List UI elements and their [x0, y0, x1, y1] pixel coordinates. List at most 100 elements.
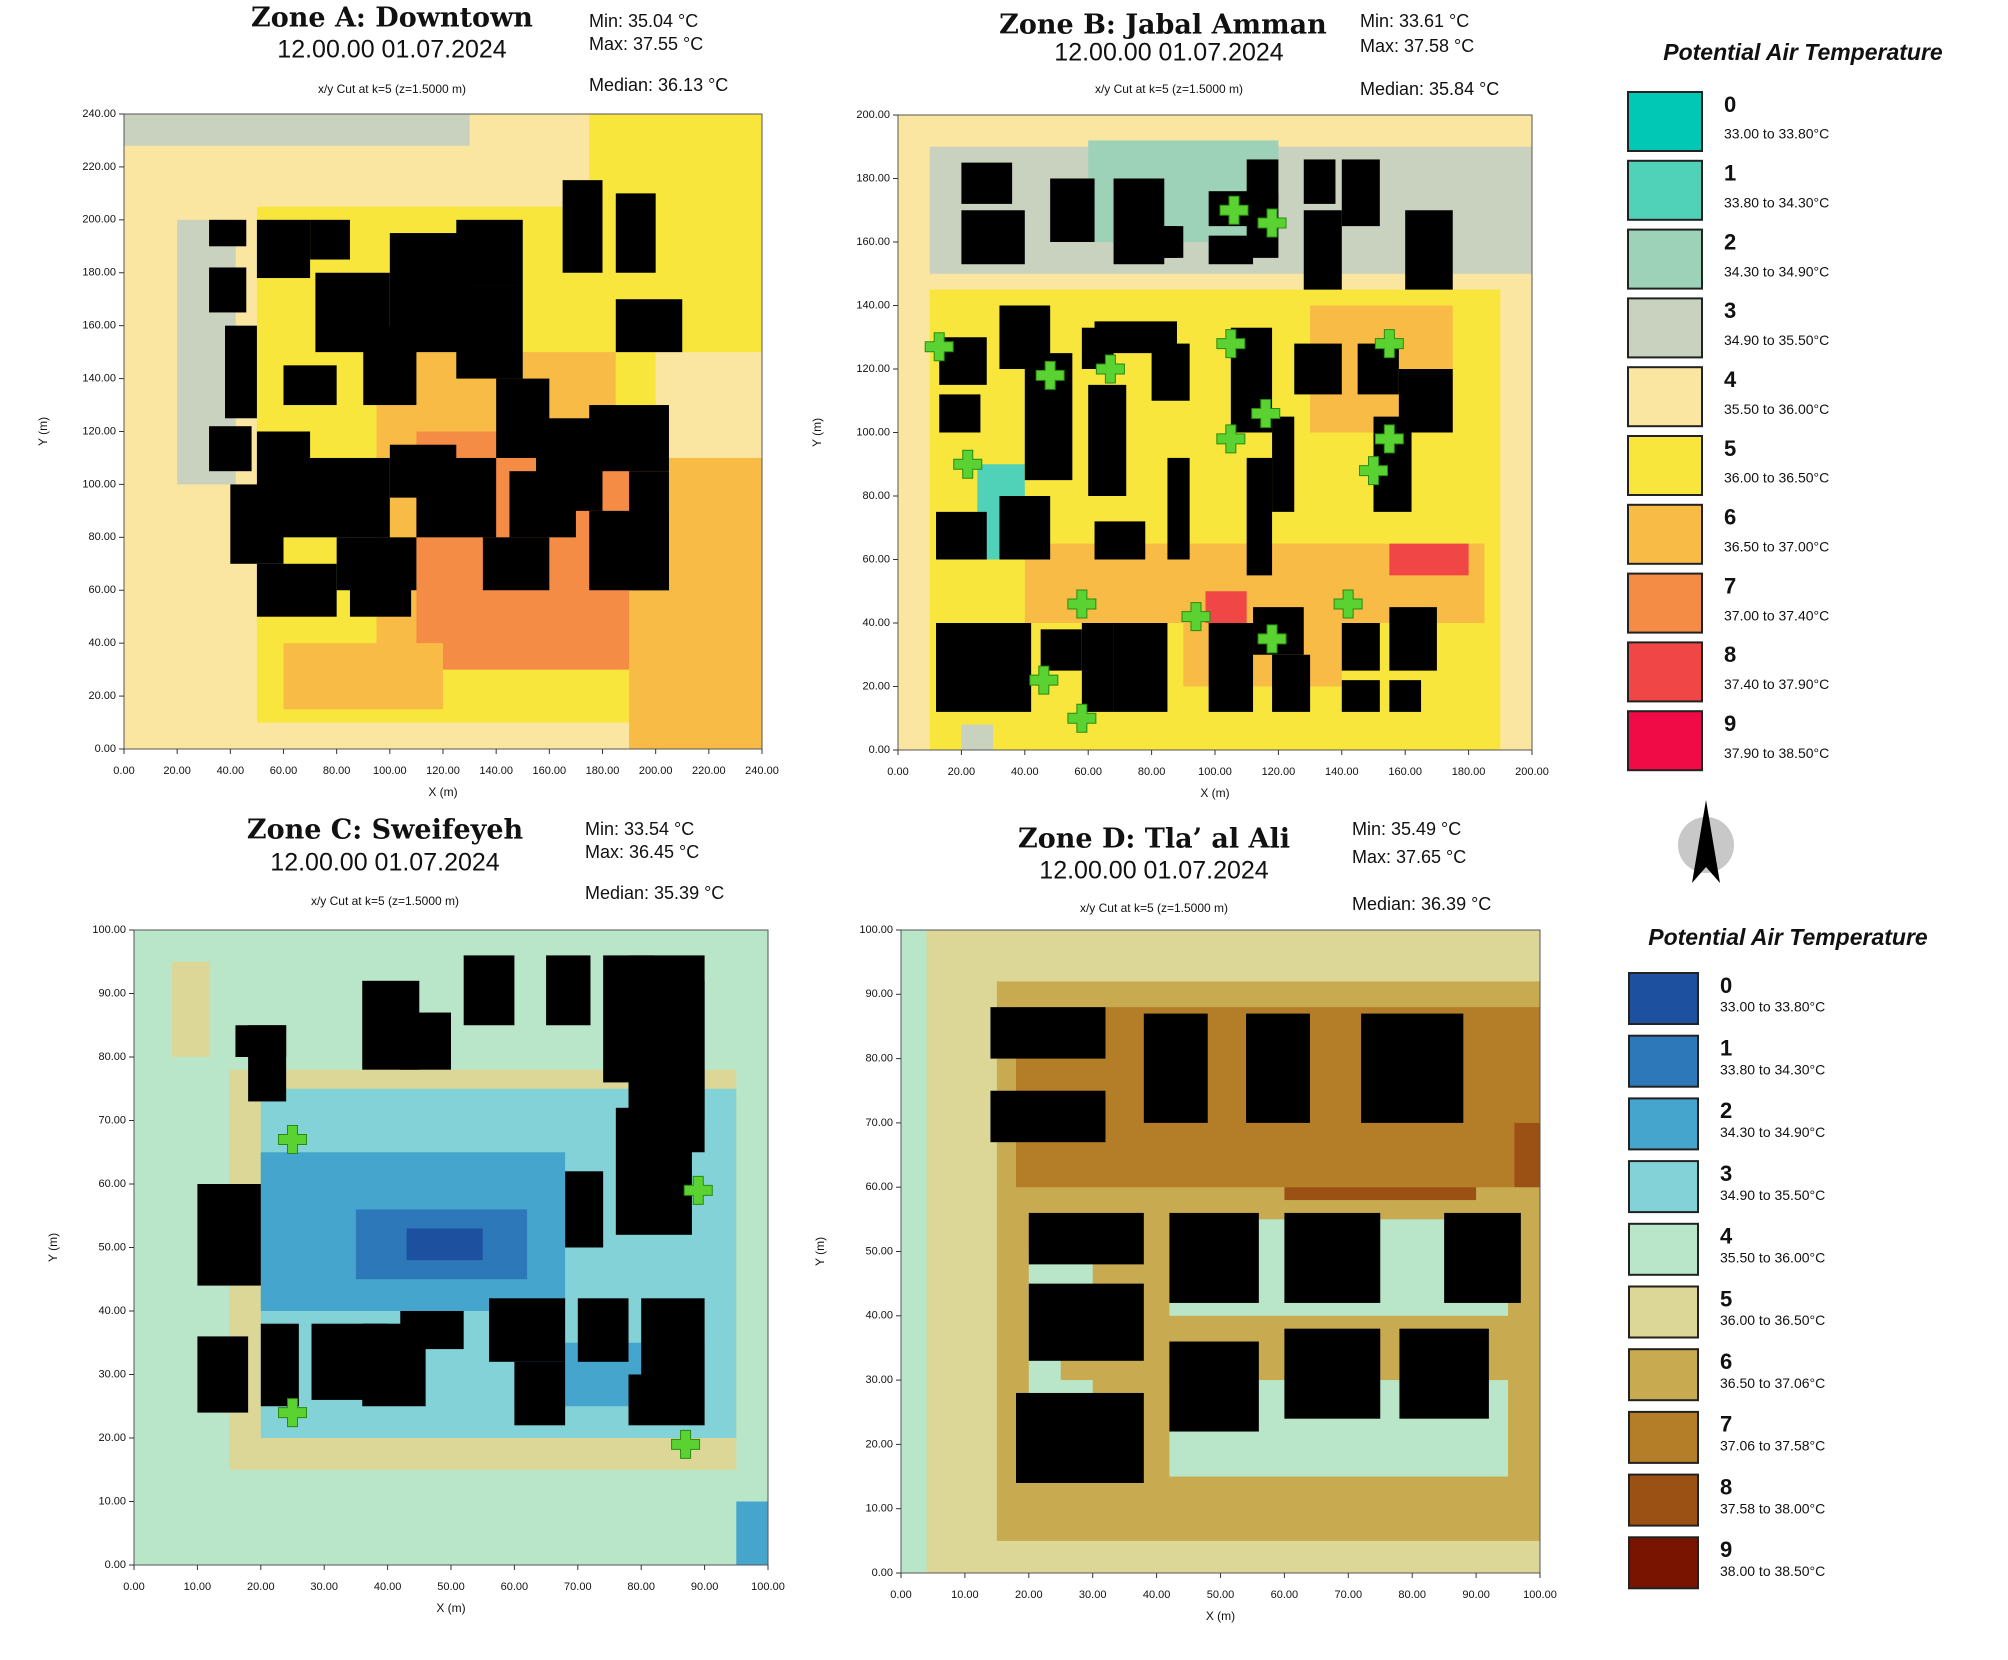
x-tick-label: 50.00: [1207, 1589, 1235, 1601]
legend-index: 0: [1724, 92, 1736, 117]
legend-index: 2: [1724, 229, 1736, 254]
building: [1341, 680, 1380, 712]
legend-range: 35.50 to 36.00°C: [1724, 401, 1829, 417]
legend-index: 6: [1724, 505, 1736, 530]
y-axis-label: Y (m): [46, 1233, 60, 1262]
x-tick-label: 40.00: [217, 765, 245, 777]
building: [1208, 235, 1254, 265]
y-tick-label: 50.00: [98, 1241, 126, 1253]
building: [1284, 1328, 1381, 1419]
tree: [278, 1125, 307, 1155]
legend-swatch: [1628, 1097, 1699, 1151]
legend-title: Potential Air Temperature: [1648, 924, 1928, 950]
building: [197, 1184, 261, 1286]
stat-max: Max: 37.65 °C: [1352, 847, 1466, 867]
building: [1398, 369, 1453, 433]
y-tick-label: 180.00: [82, 267, 116, 279]
tree: [924, 332, 954, 362]
legend-range: 37.40 to 37.90°C: [1724, 676, 1829, 692]
x-tick-label: 20.00: [1015, 1589, 1043, 1601]
x-tick-label: 220.00: [692, 765, 726, 777]
building: [209, 267, 247, 313]
x-tick-label: 30.00: [1079, 1589, 1107, 1601]
legend-swatch: [1628, 1285, 1699, 1339]
x-tick-label: 140.00: [1325, 766, 1359, 778]
tree: [683, 1175, 713, 1205]
building: [1088, 384, 1127, 496]
panel-title: Zone C: Sweifeyeh: [247, 815, 524, 846]
legend-range: 37.06 to 37.58°C: [1720, 1438, 1825, 1454]
legend: Potential Air Temperature 033.00 to 33.80…: [1628, 924, 1928, 1590]
tree: [1067, 703, 1097, 733]
y-tick-label: 20.00: [98, 1432, 126, 1444]
building: [256, 563, 337, 617]
building: [1151, 226, 1177, 258]
x-tick-label: 20.00: [948, 766, 976, 778]
legend-range: 37.00 to 37.40°C: [1724, 607, 1829, 623]
legend-index: 0: [1720, 973, 1732, 998]
field-region: [736, 1501, 768, 1565]
x-tick-label: 80.00: [627, 1581, 655, 1593]
x-tick-label: 40.00: [374, 1581, 402, 1593]
legend-swatch: [1627, 91, 1703, 152]
x-tick-label: 90.00: [1462, 1589, 1490, 1601]
tree: [1181, 602, 1211, 632]
building: [1389, 680, 1422, 712]
legend-index: 5: [1720, 1286, 1732, 1311]
legend-range: 33.00 to 33.80°C: [1724, 126, 1829, 142]
y-tick-label: 30.00: [865, 1374, 893, 1386]
y-tick-label: 50.00: [865, 1245, 893, 1257]
legend-swatch: [1628, 1473, 1699, 1527]
panel-title: Zone A: Downtown: [251, 3, 533, 34]
building: [936, 511, 987, 560]
legend-swatch: [1627, 572, 1703, 634]
y-tick-label: 0.00: [869, 744, 890, 756]
y-tick-label: 60.00: [865, 1181, 893, 1193]
legend-range: 34.90 to 35.50°C: [1724, 332, 1829, 348]
building: [1399, 1328, 1489, 1419]
y-tick-label: 80.00: [862, 490, 890, 502]
y-tick-label: 100.00: [859, 924, 893, 936]
building: [990, 1090, 1106, 1143]
legend-range: 37.90 to 38.50°C: [1724, 745, 1829, 761]
building: [615, 299, 683, 353]
building: [1246, 159, 1279, 204]
legend-index: 4: [1724, 367, 1737, 392]
y-tick-label: 120.00: [82, 425, 116, 437]
building: [615, 1107, 692, 1235]
building: [310, 219, 350, 260]
y-tick-label: 80.00: [98, 1051, 126, 1063]
x-tick-label: 70.00: [564, 1581, 592, 1593]
building: [456, 219, 523, 286]
building: [1272, 416, 1295, 512]
building: [1208, 623, 1254, 712]
building: [463, 955, 515, 1026]
legend-index: 1: [1724, 161, 1736, 186]
y-tick-label: 240.00: [82, 108, 116, 120]
y-tick-label: 200.00: [82, 214, 116, 226]
building: [565, 1171, 604, 1248]
x-axis-label: X (m): [1200, 786, 1229, 800]
x-tick-label: 100.00: [1523, 1589, 1557, 1601]
legend-index: 8: [1724, 642, 1736, 667]
x-tick-label: 0.00: [890, 1589, 911, 1601]
legend-index: 9: [1724, 711, 1736, 736]
building: [1169, 1212, 1259, 1303]
legend-swatch: [1627, 228, 1703, 290]
building: [1062, 178, 1095, 211]
legend-range: 38.00 to 38.50°C: [1720, 1563, 1825, 1579]
legend-range: 37.58 to 38.00°C: [1720, 1500, 1825, 1516]
y-tick-label: 90.00: [98, 987, 126, 999]
building: [514, 1361, 566, 1426]
legend-range: 36.50 to 37.06°C: [1720, 1375, 1825, 1391]
legend-swatch: [1628, 1034, 1699, 1088]
x-tick-label: 180.00: [586, 765, 620, 777]
building: [641, 1298, 705, 1375]
y-tick-label: 20.00: [865, 1438, 893, 1450]
legend-index: 6: [1720, 1349, 1732, 1374]
tree: [953, 449, 983, 479]
field-region: [1284, 1187, 1477, 1201]
legend-range: 35.50 to 36.00°C: [1720, 1250, 1825, 1266]
y-tick-label: 120.00: [856, 363, 890, 375]
